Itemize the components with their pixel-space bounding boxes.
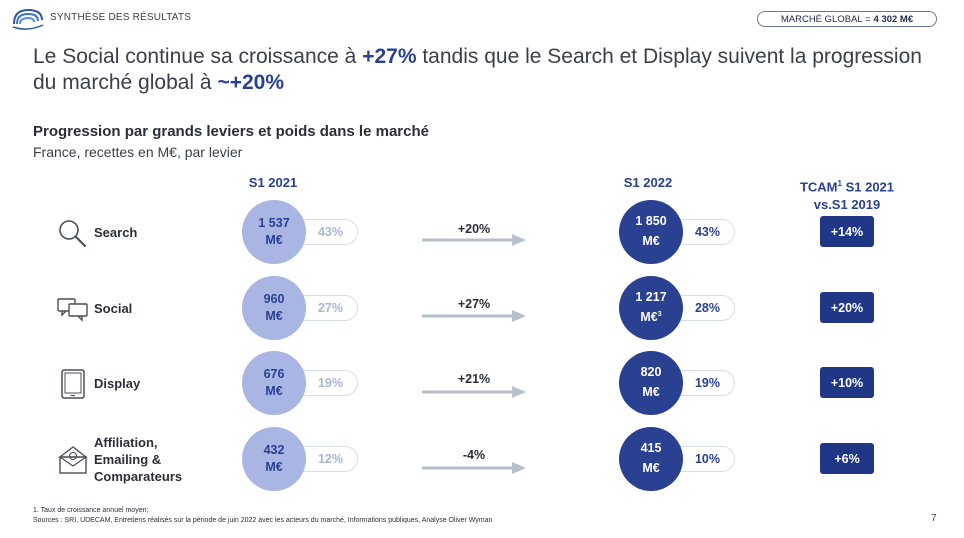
tcam-header-label: TCAM (799, 179, 838, 195)
value-2021-social: 960 M€ (242, 276, 306, 340)
logo-swirl-icon (12, 8, 44, 30)
row-label-affiliation: Affiliation, Emailing & Comparateurs (94, 434, 182, 485)
tcam-display: +10% (820, 367, 874, 398)
tcam-header-line2: vs.S1 2019 (813, 197, 881, 213)
value-2022-display-unit: M€ (642, 381, 659, 401)
value-2021-search: 1 537 M€ (242, 200, 306, 264)
arrow-right-icon (422, 462, 526, 474)
value-2021-search-unit: M€ (265, 233, 283, 247)
tablet-icon (61, 369, 85, 399)
value-2022-social-unit: M€3 (640, 306, 661, 326)
section-title: SYNTHÈSE DES RÉSULTATS (50, 12, 192, 23)
tcam-footnote-ref: 1 (837, 179, 842, 188)
value-2021-affiliation-unit: M€ (265, 460, 283, 474)
row-label-social: Social (94, 301, 133, 316)
tcam-search: +14% (820, 216, 874, 247)
value-2021-social-unit: M€ (265, 309, 283, 323)
value-2022-affiliation: 415 M€ (619, 427, 683, 491)
value-2022-display: 820 M€ (619, 351, 683, 415)
value-2022-affiliation-unit: M€ (642, 457, 659, 477)
value-2022-social-unit-text: M€ (640, 310, 658, 325)
value-2021-display-amount: 676 (263, 367, 285, 381)
column-header-s1-2022: S1 2022 (623, 175, 673, 190)
page-number: 7 (931, 513, 937, 524)
tcam-affiliation: +6% (820, 443, 874, 474)
value-2021-affiliation: 432 M€ (242, 427, 306, 491)
growth-social: +27% (457, 297, 491, 311)
row-label-affiliation-line3: Comparateurs (94, 469, 183, 484)
row-label-display: Display (94, 376, 141, 391)
value-2022-search-unit-text: M€ (642, 234, 660, 249)
market-global-badge: MARCHÉ GLOBAL = 4 302 M€ (757, 11, 937, 27)
market-global-label: MARCHÉ GLOBAL = (780, 13, 871, 25)
value-2022-social: 1 217 M€3 (619, 276, 683, 340)
value-2021-social-amount: 960 (263, 292, 285, 306)
column-header-tcam: TCAM1 S1 2021 vs.S1 2019 (785, 175, 909, 214)
value-2021-display: 676 M€ (242, 351, 306, 415)
market-global-value: 4 302 M€ (873, 13, 914, 25)
value-2022-display-unit-text: M€ (642, 385, 660, 400)
tcam-header-period: S1 2021 (841, 179, 895, 195)
growth-display: +21% (457, 372, 491, 386)
column-header-s1-2021: S1 2021 (248, 175, 298, 190)
value-2021-affiliation-amount: 432 (263, 443, 285, 457)
value-2022-affiliation-unit-text: M€ (642, 461, 660, 476)
chart-subtitle: France, recettes en M€, par levier (33, 144, 243, 160)
tcam-social: +20% (820, 292, 874, 323)
headline: Le Social continue sa croissance à +27% … (33, 44, 933, 96)
growth-affiliation: -4% (462, 448, 486, 462)
envelope-icon (58, 446, 88, 474)
row-label-affiliation-line1: Affiliation, (94, 435, 158, 450)
value-2022-social-footnote: 3 (657, 311, 662, 319)
growth-search: +20% (457, 222, 491, 236)
arrow-right-icon (422, 386, 526, 398)
headline-text-2: tandis que le Search et Display suivent … (33, 45, 922, 94)
value-2022-search-unit: M€ (642, 230, 659, 250)
headline-highlight-1: +27% (362, 45, 417, 68)
chart-title: Progression par grands leviers et poids … (33, 123, 429, 140)
chat-bubbles-icon (57, 298, 88, 322)
footnote: 1. Taux de croissance annuel moyen; (33, 507, 149, 514)
row-label-search: Search (94, 225, 138, 240)
arrow-right-icon (422, 310, 526, 322)
headline-highlight-2: ~+20% (217, 71, 285, 94)
value-2021-search-amount: 1 537 (258, 216, 290, 230)
headline-text-1: Le Social continue sa croissance à (33, 45, 363, 68)
value-2021-display-unit: M€ (265, 384, 283, 398)
arrow-right-icon (422, 234, 526, 246)
sources-note: Sources : SRI, UDECAM, Entretiens réalis… (33, 517, 493, 524)
value-2022-social-amount: 1 217 (635, 290, 667, 305)
value-2022-affiliation-amount: 415 (640, 441, 662, 456)
row-label-affiliation-line2: Emailing & (94, 452, 162, 467)
value-2022-search: 1 850 M€ (619, 200, 683, 264)
value-2022-display-amount: 820 (640, 365, 662, 380)
magnifier-icon (59, 220, 87, 248)
value-2022-search-amount: 1 850 (635, 214, 667, 229)
